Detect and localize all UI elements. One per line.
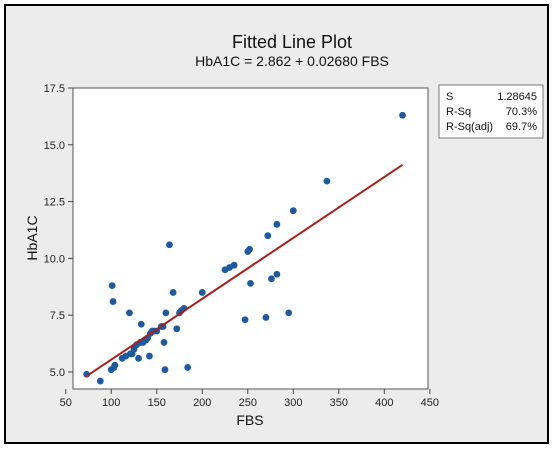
x-tick-label: 150 <box>148 397 166 409</box>
y-tick-label: 15.0 <box>44 140 65 152</box>
stats-box: S 1.28645 R-Sq 70.3% R-Sq(adj) 69.7% <box>438 84 544 139</box>
stat-label-r-sq: R-Sq <box>446 106 471 118</box>
x-axis: 50 100 150 200 250 300 350 400 450 <box>60 389 439 409</box>
data-point <box>273 270 281 278</box>
data-point <box>161 366 169 374</box>
plot-area <box>72 87 429 390</box>
chart-title: Fitted Line Plot <box>232 32 352 52</box>
data-point <box>135 354 142 362</box>
data-point <box>262 314 270 321</box>
y-tick-label: 5.0 <box>50 367 65 379</box>
data-point <box>323 177 331 185</box>
data-point <box>109 298 117 305</box>
data-point <box>230 261 238 269</box>
data-point <box>166 241 173 249</box>
data-point <box>198 289 206 296</box>
y-axis: 5.0 7.5 10.0 12.5 15.0 17.5 <box>44 83 73 379</box>
stat-label-r-sq-adj: R-Sq(adj) <box>446 121 493 133</box>
chart-frame: Fitted Line Plot HbA1C = 2.862 + 0.02680… <box>4 4 549 444</box>
stat-value-r-sq-adj: 69.7% <box>506 121 537 133</box>
data-point <box>241 316 249 324</box>
data-point <box>285 309 293 317</box>
x-tick-label: 400 <box>375 397 393 409</box>
chart-subtitle: HbA1C = 2.862 + 0.02680 FBS <box>195 53 389 69</box>
fitted-regression-line <box>85 163 404 378</box>
stat-value-s: 1.28645 <box>497 91 537 103</box>
x-tick-label: 100 <box>102 397 120 409</box>
data-point <box>399 111 406 119</box>
x-tick-label: 450 <box>421 397 439 409</box>
x-tick-label: 350 <box>330 397 348 409</box>
x-axis-label: FBS <box>236 412 263 428</box>
data-point <box>264 232 272 240</box>
data-point <box>146 352 153 360</box>
x-tick-label: 250 <box>239 397 257 409</box>
data-point <box>126 309 133 317</box>
data-point <box>184 364 192 371</box>
data-point <box>268 275 275 283</box>
y-tick-label: 12.5 <box>44 197 65 209</box>
data-point <box>273 220 281 228</box>
data-point <box>108 282 116 290</box>
data-point <box>160 339 168 346</box>
chart-marks <box>83 111 406 385</box>
y-tick-label: 7.5 <box>50 310 65 322</box>
data-point <box>169 289 177 296</box>
stats-box-border <box>438 84 544 139</box>
data-point <box>246 245 253 253</box>
data-point <box>96 377 104 385</box>
data-point <box>137 320 145 328</box>
data-point <box>247 279 254 287</box>
stat-label-s: S <box>446 91 453 103</box>
data-point <box>289 207 297 215</box>
x-tick-label: 50 <box>60 397 72 409</box>
x-tick-label: 200 <box>193 397 211 409</box>
y-axis-label: HbA1C <box>24 215 40 260</box>
y-tick-label: 10.0 <box>44 253 65 265</box>
data-point <box>111 361 119 369</box>
stat-value-r-sq: 70.3% <box>506 106 537 118</box>
y-tick-label: 17.5 <box>44 83 65 95</box>
data-point <box>173 325 181 333</box>
data-point <box>162 309 170 317</box>
fitted-line-plot: Fitted Line Plot HbA1C = 2.862 + 0.02680… <box>24 32 544 428</box>
x-tick-label: 300 <box>284 397 302 409</box>
